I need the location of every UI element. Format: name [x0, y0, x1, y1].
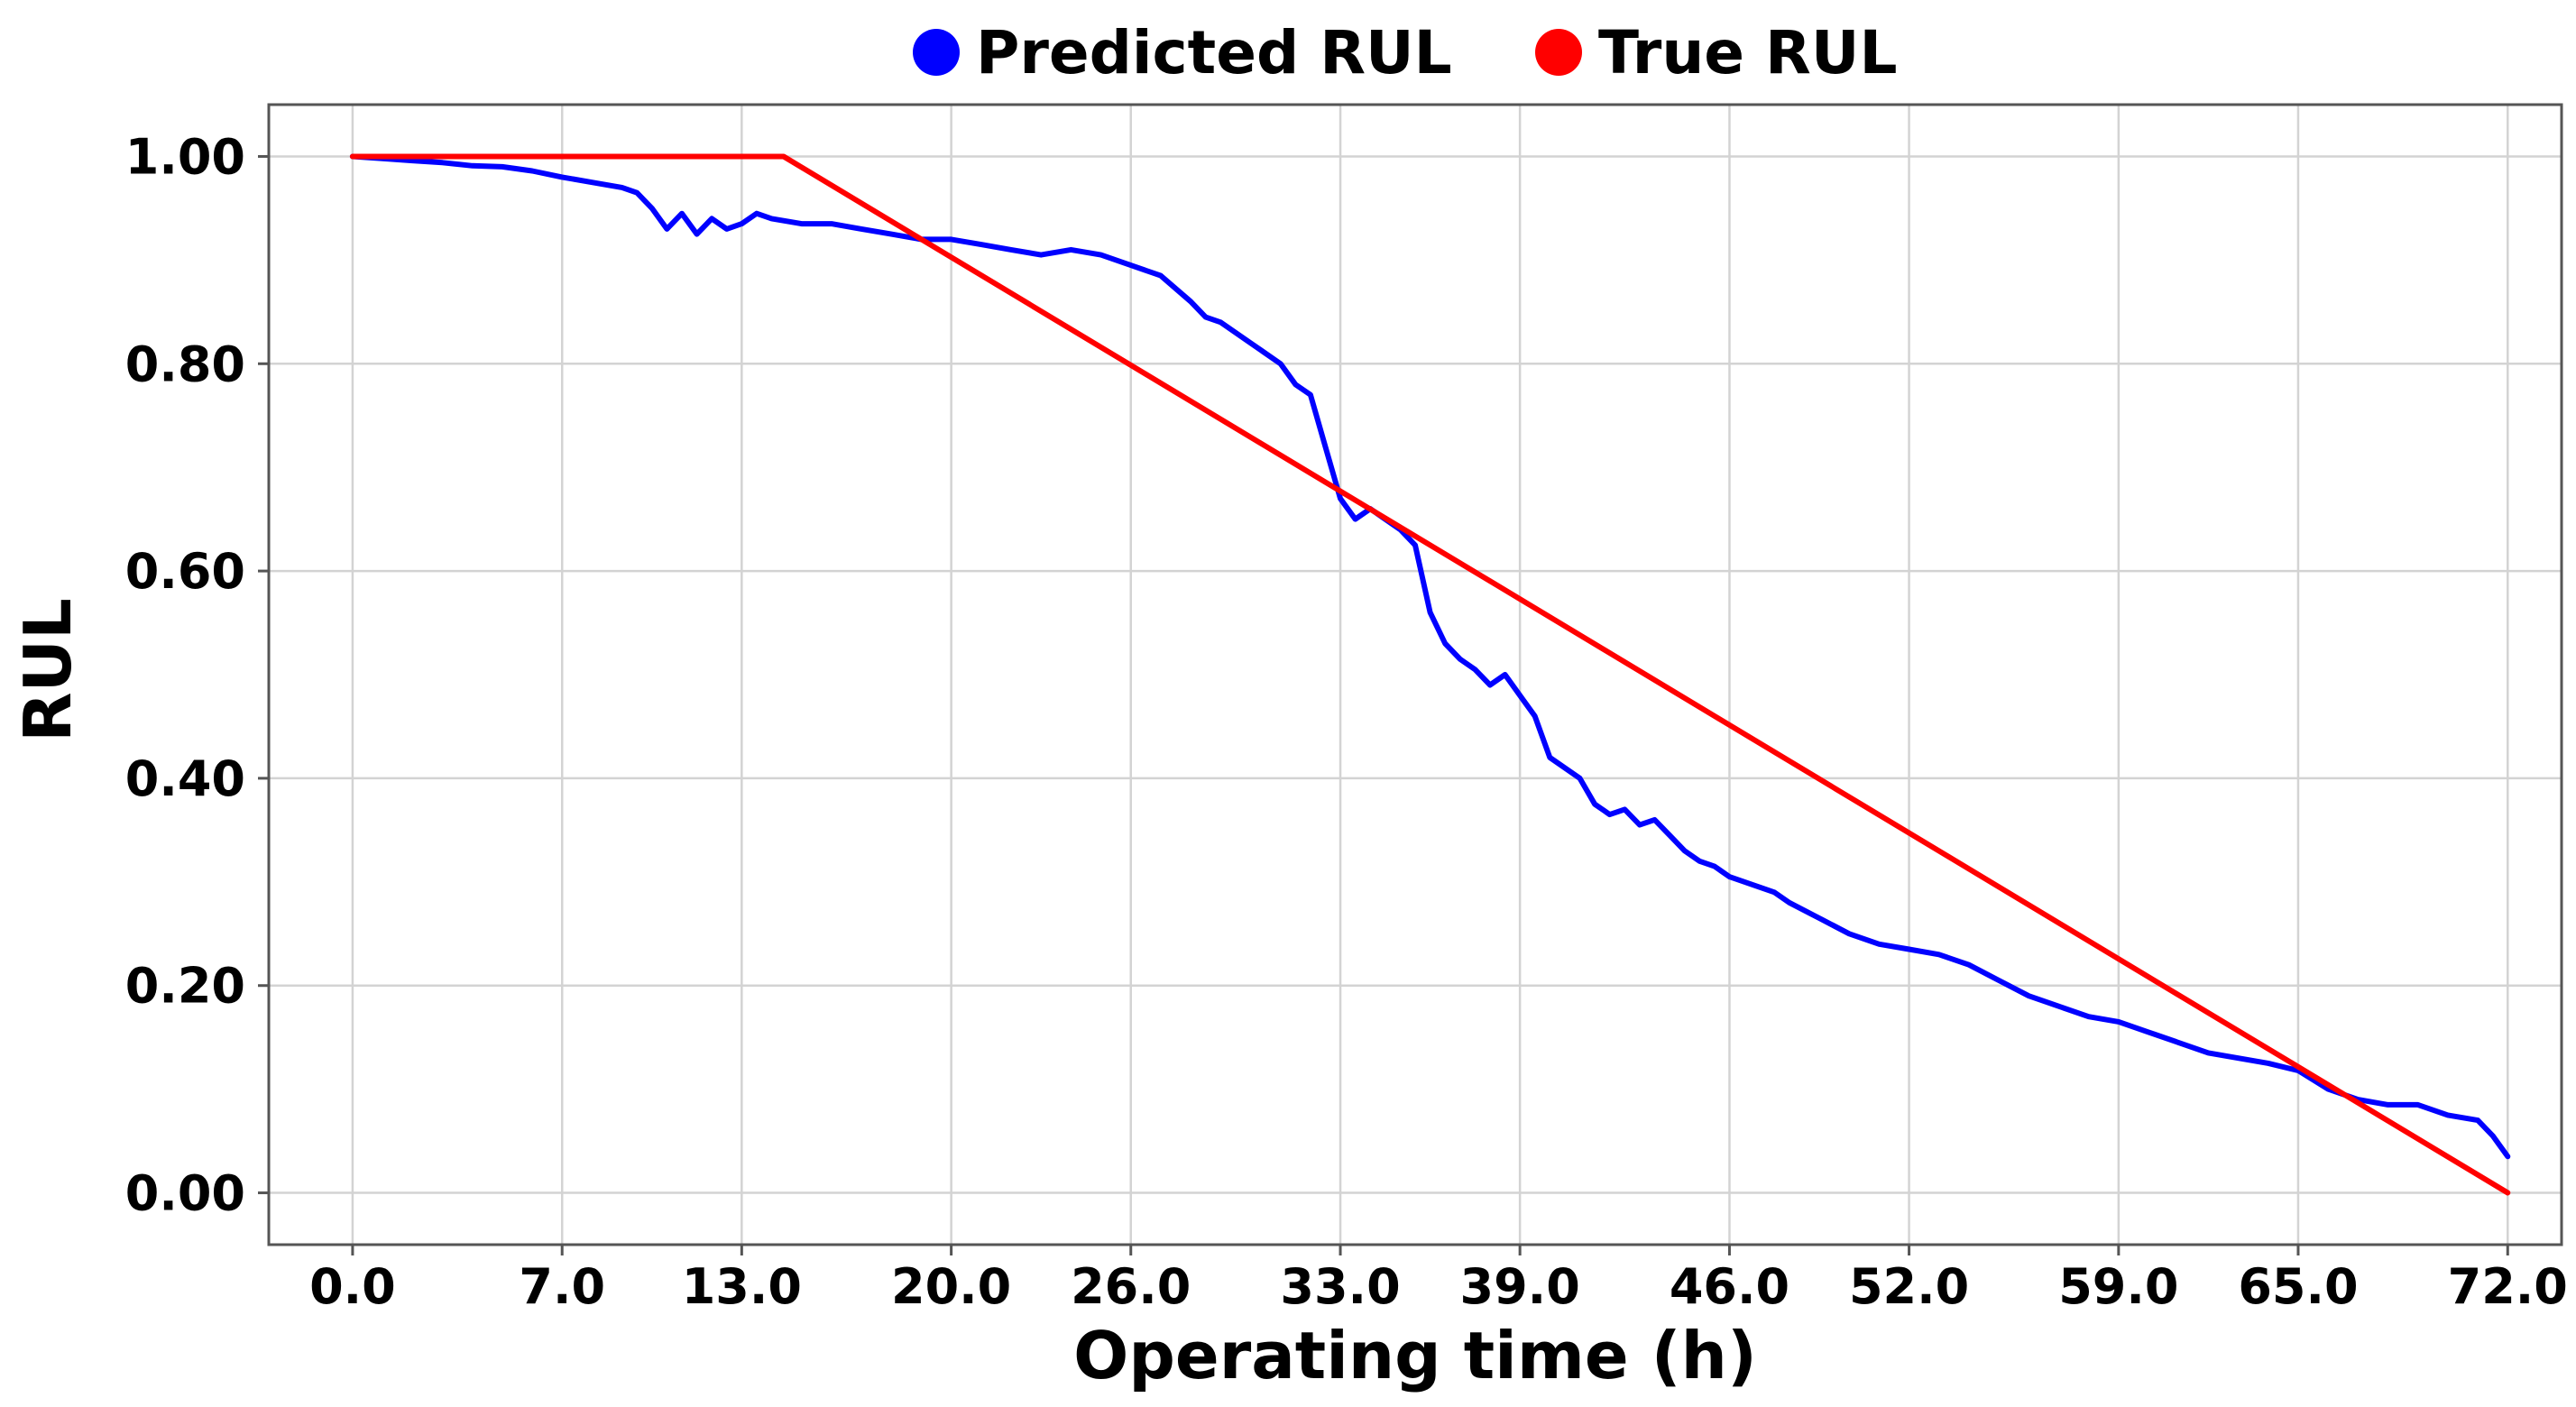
plot-frame: [267, 103, 2563, 1246]
x-tick-label: 0.0: [309, 1258, 396, 1315]
y-tick-label: 0.00: [125, 1165, 245, 1222]
y-tick-label: 0.80: [125, 336, 245, 392]
predicted-rul-line: [349, 153, 2511, 1160]
legend-label-true-rul: True RUL: [1598, 18, 1898, 87]
y-tick-label: 1.00: [125, 128, 245, 185]
x-tick-label: 59.0: [2058, 1258, 2178, 1315]
legend-marker-true-rul: [1535, 29, 1582, 76]
x-tick-label: 33.0: [1280, 1258, 1400, 1315]
true-rul-line: [349, 153, 2511, 1196]
x-tick-label: 20.0: [891, 1258, 1011, 1315]
legend: Predicted RUL True RUL: [913, 18, 1898, 87]
x-tick-label: 7.0: [519, 1258, 605, 1315]
legend-marker-predicted-rul: [913, 29, 960, 76]
x-axis-title: Operating time (h): [1073, 1318, 1757, 1393]
x-tick-label: 39.0: [1460, 1258, 1580, 1315]
x-tick-label: 72.0: [2448, 1258, 2568, 1315]
x-tick-label: 52.0: [1849, 1258, 1969, 1315]
series-layer: [349, 153, 2511, 1196]
x-tick-label: 65.0: [2238, 1258, 2358, 1315]
x-tick-label: 26.0: [1071, 1258, 1191, 1315]
y-tick-label: 0.60: [125, 543, 245, 600]
y-tick-label: 0.40: [125, 750, 245, 807]
grid: [269, 105, 2562, 1245]
legend-label-predicted-rul: Predicted RUL: [976, 18, 1452, 87]
x-tick-label: 13.0: [682, 1258, 802, 1315]
ticks: 0.0 7.0 13.0 20.0 26.0 33.0 39.0 46.0 52.0 59.0 65…: [125, 128, 2568, 1315]
x-tick-label: 46.0: [1670, 1258, 1789, 1315]
y-tick-label: 0.20: [125, 958, 245, 1015]
y-axis-title: RUL: [10, 598, 86, 742]
